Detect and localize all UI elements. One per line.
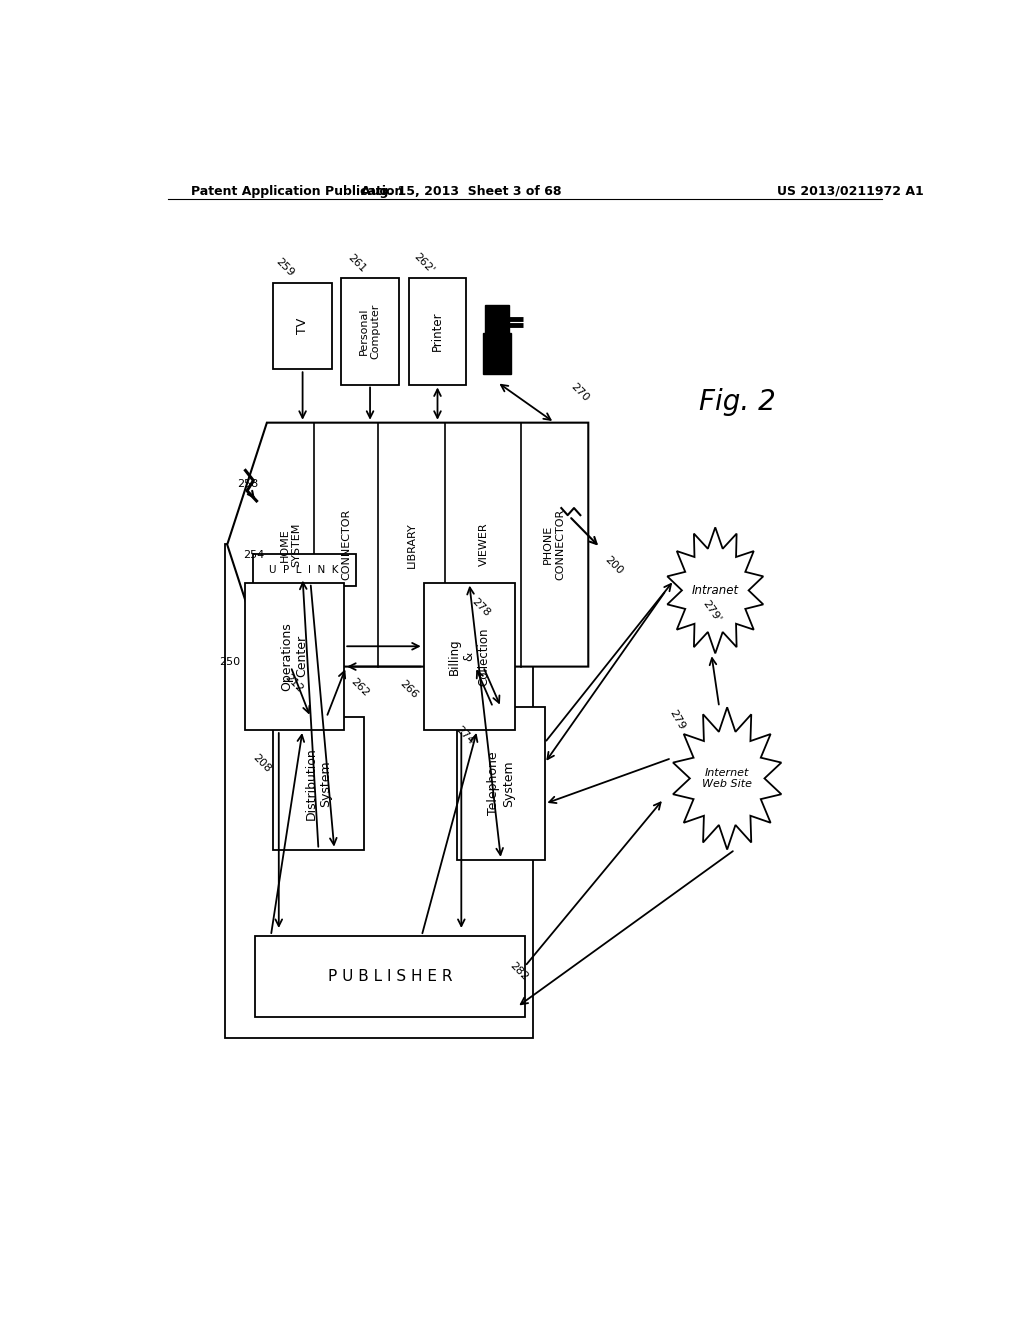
Text: Billing
&
Collection: Billing & Collection (447, 627, 490, 685)
Text: VIEWER: VIEWER (478, 523, 488, 566)
Bar (482, 333, 511, 374)
Text: Personal
Computer: Personal Computer (359, 304, 381, 359)
Bar (272, 718, 365, 850)
Text: Telephone
System: Telephone System (487, 751, 515, 816)
Text: Distribution
System: Distribution System (304, 747, 333, 820)
Text: 274: 274 (454, 725, 475, 747)
Text: 266: 266 (397, 678, 420, 700)
Text: PHONE
CONNECTOR: PHONE CONNECTOR (544, 510, 565, 581)
Text: U  P  L  I  N  K: U P L I N K (269, 565, 339, 576)
Polygon shape (673, 708, 781, 850)
Text: 208: 208 (251, 752, 273, 775)
Text: LIBRARY: LIBRARY (408, 521, 417, 568)
Text: Patent Application Publication: Patent Application Publication (191, 185, 403, 198)
Bar (253, 554, 355, 586)
Text: 279: 279 (668, 708, 687, 731)
Bar (485, 305, 509, 333)
Text: P U B L I S H E R: P U B L I S H E R (328, 969, 453, 985)
Text: Internet
Web Site: Internet Web Site (702, 768, 753, 789)
Text: 282: 282 (507, 961, 529, 982)
Text: Printer: Printer (431, 312, 444, 351)
Text: Aug. 15, 2013  Sheet 3 of 68: Aug. 15, 2013 Sheet 3 of 68 (361, 185, 561, 198)
Text: Fig. 2: Fig. 2 (699, 388, 776, 416)
Bar (458, 708, 545, 859)
Text: 200: 200 (602, 554, 625, 576)
Text: 250: 250 (219, 656, 241, 667)
Polygon shape (668, 528, 763, 653)
Text: 254: 254 (243, 550, 264, 560)
Text: 259: 259 (274, 256, 296, 279)
Text: Intranet: Intranet (691, 583, 739, 597)
Text: 261: 261 (345, 252, 368, 275)
Text: US 2013/0211972 A1: US 2013/0211972 A1 (777, 185, 924, 198)
Bar (245, 582, 344, 730)
Text: 279': 279' (701, 599, 723, 624)
Text: 278: 278 (469, 597, 492, 619)
Bar (255, 936, 524, 1018)
Bar (409, 277, 466, 384)
Text: 262: 262 (348, 676, 371, 698)
Bar (424, 582, 515, 730)
Text: CONNECTOR: CONNECTOR (341, 510, 351, 581)
Bar (341, 277, 398, 384)
Text: TV: TV (296, 318, 309, 334)
Bar (225, 544, 532, 1038)
Bar (272, 282, 333, 370)
Text: 258: 258 (237, 479, 258, 488)
Text: Operations
Center: Operations Center (281, 622, 308, 690)
Text: HOME
SYSTEM: HOME SYSTEM (280, 523, 301, 566)
Text: 270: 270 (568, 381, 591, 403)
Text: 262': 262' (412, 251, 436, 276)
Polygon shape (227, 422, 588, 667)
Text: 212: 212 (283, 673, 305, 694)
